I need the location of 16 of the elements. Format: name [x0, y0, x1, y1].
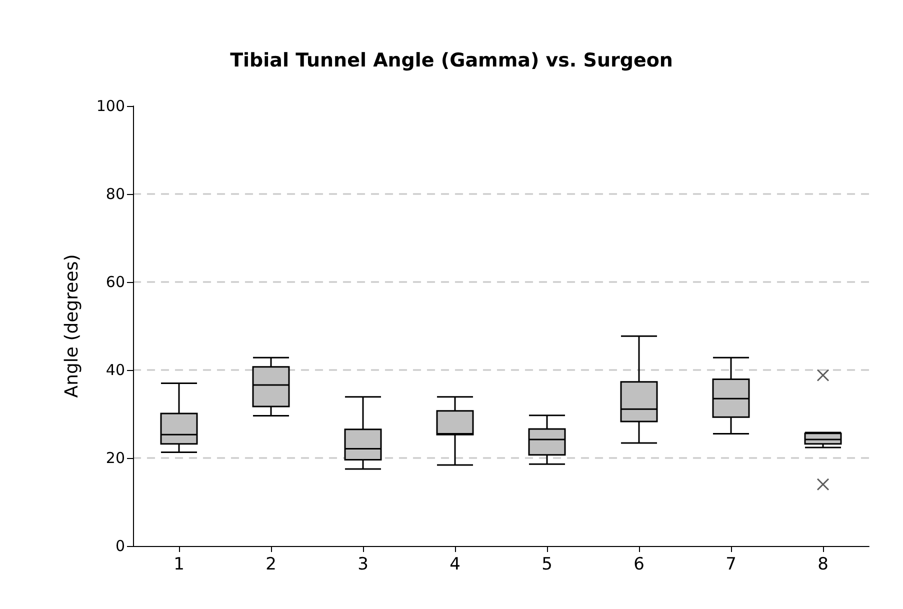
chart-title: Tibial Tunnel Angle (Gamma) vs. Surgeon [230, 50, 673, 72]
x-tick-label: 7 [726, 554, 736, 574]
y-tick-label: 80 [106, 185, 125, 203]
y-tick-label: 100 [96, 97, 125, 115]
x-tick-label: 1 [174, 554, 184, 574]
y-tick-label: 40 [106, 361, 125, 379]
y-tick-label: 0 [115, 537, 125, 555]
y-tick-label: 60 [106, 273, 125, 291]
x-tick-label: 6 [634, 554, 644, 574]
x-tick-label: 8 [818, 554, 828, 574]
x-tick-label: 2 [266, 554, 276, 574]
y-axis-title: Angle (degrees) [62, 254, 82, 398]
x-tick-label: 4 [450, 554, 460, 574]
x-tick-label: 3 [358, 554, 368, 574]
y-tick-label: 20 [106, 449, 125, 467]
x-tick-label: 5 [542, 554, 552, 574]
